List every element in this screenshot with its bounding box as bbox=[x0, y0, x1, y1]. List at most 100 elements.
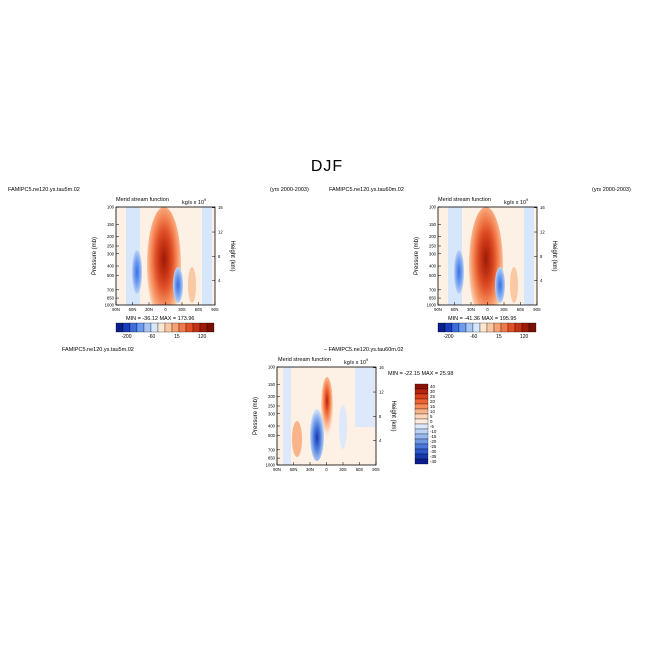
left-ylabel-right: Height (km) bbox=[229, 240, 235, 271]
left-htick-label: 4 bbox=[218, 278, 221, 283]
diff-colorbar-swatch bbox=[414, 418, 429, 425]
diff-xtick-label: 0 bbox=[325, 467, 328, 472]
left-field-label: Merid stream function bbox=[116, 197, 169, 203]
right-colorbar-label: -200 bbox=[443, 334, 453, 340]
right-colorbar-label: -60 bbox=[470, 334, 477, 340]
right-colorbar-swatch bbox=[521, 322, 530, 333]
diff-band-1 bbox=[283, 367, 291, 465]
left-xtick-label: 30S bbox=[178, 307, 186, 312]
diff-ylabel-right: Height (km) bbox=[390, 400, 396, 431]
left-xtick-label: 30N bbox=[145, 307, 153, 312]
diff-htick-label: 8 bbox=[379, 414, 382, 419]
right-ytick-label: 250 bbox=[429, 243, 437, 248]
diff-colorbar-label: -10 bbox=[430, 429, 437, 434]
right-ylabel-right: Height (km) bbox=[551, 240, 557, 271]
left-ytick-label: 100 bbox=[107, 205, 115, 210]
right-sh-ferrel bbox=[510, 267, 518, 303]
diff-colorbar-label: 25 bbox=[430, 394, 435, 399]
diff-field bbox=[277, 367, 376, 465]
left-colorbar-swatch bbox=[136, 322, 145, 333]
left-colorbar-swatch bbox=[199, 322, 208, 333]
diff-neg-anom bbox=[310, 409, 324, 461]
left-ytick-label: 150 bbox=[107, 222, 115, 227]
right-colorbar-swatch bbox=[486, 322, 495, 333]
diff-colorbar-label: 15 bbox=[430, 404, 435, 409]
diff-xtick-label: 30S bbox=[339, 467, 347, 472]
right-xtick-label: 60S bbox=[517, 307, 525, 312]
diff-colorbar-label: -35 bbox=[430, 454, 437, 459]
left-htick-label: 8 bbox=[218, 254, 221, 259]
left-ytick-label: 500 bbox=[107, 273, 115, 278]
diff-ytick-label: 500 bbox=[268, 433, 276, 438]
diff-xtick-label: 60N bbox=[290, 467, 298, 472]
right-colorbar-label: 120 bbox=[520, 334, 529, 340]
right-ytick-label: 700 bbox=[429, 287, 437, 292]
right-xtick-label: 90N bbox=[434, 307, 442, 312]
right-hadley-cell bbox=[469, 207, 503, 305]
diff-htick-label: 12 bbox=[379, 390, 384, 395]
right-band-sh bbox=[524, 207, 534, 305]
diff-colorbar-label: 30 bbox=[430, 389, 435, 394]
diff-ytick-label: 200 bbox=[268, 394, 276, 399]
diff-colorbar-label: 0 bbox=[430, 419, 433, 424]
left-colorbar-swatch bbox=[171, 322, 180, 333]
right-xtick-label: 60N bbox=[451, 307, 459, 312]
diff-field-label: Merid stream function bbox=[278, 357, 331, 363]
left-ytick-label: 850 bbox=[107, 296, 115, 301]
diff-case-label: FAMIPC5.ne120.ys.tau5m.02 bbox=[62, 347, 134, 353]
diff-pos-anom-2 bbox=[292, 421, 302, 457]
right-xtick-label: 30S bbox=[500, 307, 508, 312]
right-minmax-label: MIN = -41.36 MAX = 195.95 bbox=[448, 316, 517, 322]
left-colorbar-swatch bbox=[143, 322, 152, 333]
right-xtick-label: 0 bbox=[486, 307, 489, 312]
diff-colorbar-label: 5 bbox=[430, 414, 433, 419]
right-colorbar-swatch bbox=[493, 322, 502, 333]
right-sh-hadley bbox=[495, 267, 505, 303]
left-colorbar-swatch bbox=[178, 322, 187, 333]
right-colorbar-swatch bbox=[444, 322, 453, 333]
diff-colorbar-swatch bbox=[414, 413, 429, 420]
right-xtick-label: 90S bbox=[533, 307, 541, 312]
right-colorbar-swatch bbox=[451, 322, 460, 333]
diff-colorbar-swatch bbox=[414, 448, 429, 455]
left-band-sh bbox=[202, 207, 212, 305]
left-ytick-label: 400 bbox=[107, 264, 115, 269]
right-colorbar-swatch bbox=[458, 322, 467, 333]
left-colorbar-swatch bbox=[206, 322, 215, 333]
diff-colorbar-label: -40 bbox=[430, 459, 437, 464]
diff-ytick-label: 1000 bbox=[266, 463, 276, 468]
right-ytick-label: 500 bbox=[429, 273, 437, 278]
diff-colorbar-swatch bbox=[414, 428, 429, 435]
diff-colorbar-label: -15 bbox=[430, 434, 437, 439]
right-xtick-label: 30N bbox=[467, 307, 475, 312]
diff-colorbar-swatch bbox=[414, 383, 429, 390]
right-colorbar-swatch bbox=[500, 322, 509, 333]
diff-htick-label: 16 bbox=[379, 365, 384, 370]
right-ytick-label: 1000 bbox=[427, 303, 437, 308]
diff-colorbar-label: -5 bbox=[430, 424, 434, 429]
right-ytick-label: 300 bbox=[429, 251, 437, 256]
right-ytick-label: 400 bbox=[429, 264, 437, 269]
left-colorbar-label: 120 bbox=[198, 334, 207, 340]
diff-colorbar-swatch bbox=[414, 388, 429, 395]
diff-ytick-label: 700 bbox=[268, 447, 276, 452]
right-ferrel-cell bbox=[454, 250, 464, 294]
right-htick-label: 8 bbox=[540, 254, 543, 259]
left-xtick-label: 0 bbox=[164, 307, 167, 312]
left-units-label: kg/s x 109 bbox=[182, 197, 207, 206]
diff-colorbar-swatch bbox=[414, 453, 429, 460]
diff-xtick-label: 90S bbox=[372, 467, 380, 472]
diff-xtick-label: 30N bbox=[306, 467, 314, 472]
left-colorbar-swatch bbox=[157, 322, 166, 333]
diff-colorbar-label: 40 bbox=[430, 384, 435, 389]
diff-minmax-label: MIN = -22.15 MAX = 25.98 bbox=[388, 371, 454, 377]
left-colorbar-swatch bbox=[129, 322, 138, 333]
diff-htick-label: 4 bbox=[379, 438, 382, 443]
diff-colorbar-swatch bbox=[414, 408, 429, 415]
left-colorbar-swatch bbox=[185, 322, 194, 333]
right-colorbar-swatch bbox=[472, 322, 481, 333]
diff-pos-anom bbox=[321, 377, 333, 437]
right-htick-label: 16 bbox=[540, 205, 545, 210]
left-htick-label: 16 bbox=[218, 205, 223, 210]
